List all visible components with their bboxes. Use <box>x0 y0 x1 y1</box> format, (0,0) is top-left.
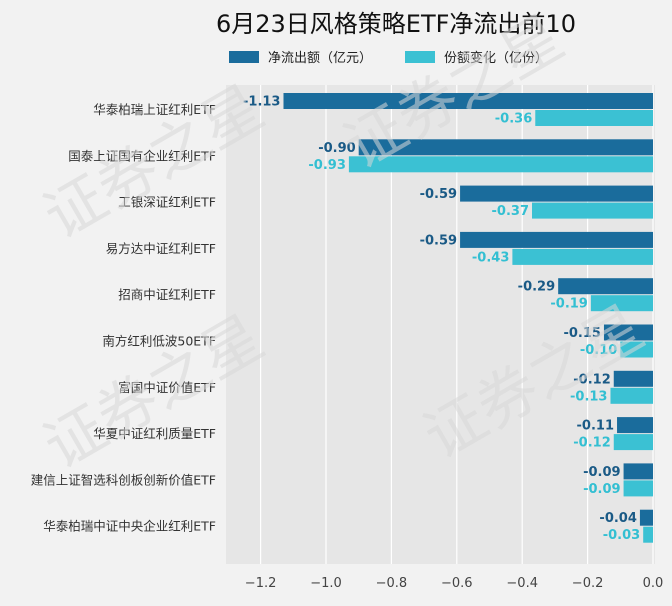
bar-s0-9 <box>639 509 653 526</box>
x-tick-label-3: −0.6 <box>441 576 473 591</box>
data-label-s1-3: -0.43 <box>472 250 509 265</box>
x-tick-label-4: −0.4 <box>506 576 538 591</box>
category-label-3: 易方达中证红利ETF <box>106 241 216 256</box>
chart-title: 6月23日风格策略ETF净流出前10 <box>216 10 576 38</box>
x-tick-label-1: −1.0 <box>310 576 342 591</box>
bar-s1-6 <box>610 387 653 404</box>
bar-s0-8 <box>623 463 653 480</box>
category-label-7: 华夏中证红利质量ETF <box>93 426 216 441</box>
x-tick-label-6: 0.0 <box>643 576 664 591</box>
data-label-s0-1: -0.90 <box>318 141 355 156</box>
bar-s0-6 <box>613 370 653 387</box>
data-label-s1-6: -0.13 <box>570 389 607 404</box>
bar-s1-0 <box>535 110 653 126</box>
bar-s1-1 <box>348 156 653 173</box>
data-label-s0-4: -0.29 <box>518 280 555 295</box>
data-label-s1-0: -0.36 <box>495 112 532 127</box>
category-label-5: 南方红利低波50ETF <box>102 334 216 349</box>
data-label-s0-0: -1.13 <box>243 95 280 110</box>
value-labels: -1.13 -0.36 -0.90 -0.93 -0.59 -0.37 -0.59 -0.43… <box>243 95 640 544</box>
bar-s1-2 <box>532 202 653 219</box>
bar-s1-3 <box>512 248 653 265</box>
category-label-2: 工银深证红利ETF <box>118 195 216 210</box>
bar-s1-8 <box>623 480 653 497</box>
x-tick-label-0: −1.2 <box>245 576 277 591</box>
bar-s0-3 <box>460 231 653 248</box>
data-label-s1-9: -0.03 <box>603 528 640 543</box>
legend-swatch-series-0 <box>229 51 259 63</box>
data-label-s1-8: -0.09 <box>583 482 620 497</box>
category-label-9: 华泰柏瑞中证中央企业红利ETF <box>43 519 216 534</box>
data-label-s1-4: -0.19 <box>550 297 587 312</box>
x-tick-label-5: −0.2 <box>572 576 604 591</box>
bar-s1-7 <box>613 434 653 451</box>
bar-s0-5 <box>603 324 653 341</box>
bar-s0-0 <box>283 93 653 109</box>
data-label-s1-1: -0.93 <box>308 158 345 173</box>
category-label-0: 华泰柏瑞上证红利ETF <box>93 102 216 117</box>
bars <box>283 93 653 543</box>
category-label-4: 招商中证红利ETF <box>118 287 216 302</box>
data-label-s1-7: -0.12 <box>573 436 610 451</box>
category-label-8: 建信上证智选科创板创新价值ETF <box>31 472 216 487</box>
legend-label-series-0: 净流出额（亿元） <box>268 51 372 66</box>
data-label-s0-8: -0.09 <box>583 465 620 480</box>
bar-s1-9 <box>643 526 653 543</box>
legend-label-series-1: 份额变化（亿份） <box>444 50 548 66</box>
category-label-1: 国泰上证国有企业红利ETF <box>68 148 216 163</box>
bar-s0-7 <box>617 417 653 434</box>
bar-s1-4 <box>590 295 653 312</box>
bar-s0-1 <box>358 139 653 156</box>
legend-swatch-series-1 <box>405 51 435 63</box>
category-labels: 华泰柏瑞上证红利ETF 国泰上证国有企业红利ETF 工银深证红利ETF 易方达中证红利… <box>31 102 216 534</box>
data-label-s0-3: -0.59 <box>420 233 457 248</box>
data-label-s0-2: -0.59 <box>420 187 457 202</box>
category-label-6: 富国中证价值ETF <box>118 380 216 395</box>
data-label-s1-5: -0.10 <box>580 343 617 358</box>
bar-s1-5 <box>620 341 653 358</box>
bar-s0-2 <box>460 185 653 202</box>
data-label-s0-7: -0.11 <box>577 419 614 434</box>
data-label-s0-9: -0.04 <box>599 511 636 526</box>
data-label-s0-6: -0.12 <box>573 372 610 387</box>
x-axis-ticks: −1.2 −1.0 −0.8 −0.6 −0.4 −0.2 0.0 <box>245 576 664 591</box>
bar-s0-4 <box>558 278 653 295</box>
data-label-s0-5: -0.15 <box>563 326 600 341</box>
x-tick-label-2: −0.8 <box>376 576 408 591</box>
data-label-s1-2: -0.37 <box>492 204 529 219</box>
